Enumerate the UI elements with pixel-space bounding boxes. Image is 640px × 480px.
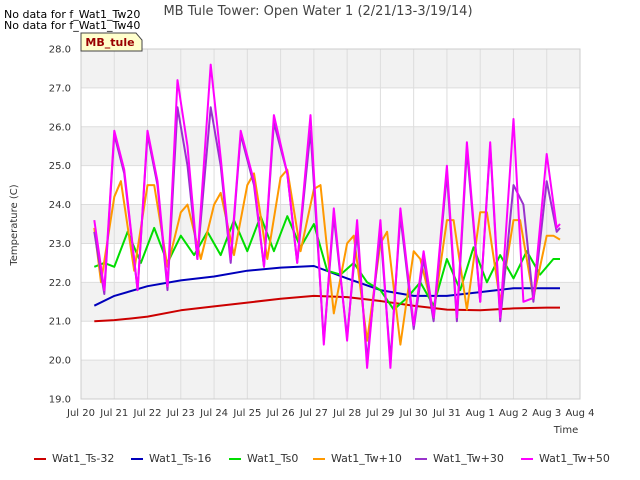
series-line-wat1-tw-50 <box>93 63 561 369</box>
x-tick-label: Aug 3 <box>532 408 561 419</box>
nodata-note-2: No data for f_Wat1_Tw40 <box>4 19 140 32</box>
legend-label: Wat1_Tw+10 <box>331 452 402 465</box>
x-tick-label: Jul 20 <box>66 408 95 419</box>
x-tick-label: Aug 2 <box>499 408 528 419</box>
y-tick-label: 22.0 <box>49 278 71 289</box>
legend-swatch <box>415 458 427 460</box>
legend-item: Wat1_Tw+50 <box>521 452 610 465</box>
legend-item: Wat1_Ts-16 <box>131 452 211 465</box>
series-lines <box>93 63 561 369</box>
legend-swatch <box>313 458 325 460</box>
x-tick-label: Aug 4 <box>565 408 594 419</box>
legend-item: Wat1_Tw+10 <box>313 452 402 465</box>
x-tick-label: Jul 30 <box>399 408 428 419</box>
y-tick-label: 24.0 <box>49 200 71 211</box>
legend-label: Wat1_Tw+30 <box>433 452 504 465</box>
legend-swatch <box>521 458 533 460</box>
y-tick-label: 26.0 <box>49 122 71 133</box>
x-tick-label: Jul 26 <box>266 408 295 419</box>
x-tick-label: Jul 31 <box>432 408 461 419</box>
y-tick-label: 25.0 <box>49 161 71 172</box>
x-axis-ticks: Jul 20 Jul 21 Jul 22 Jul 23 Jul 24 Jul 25 Jul … <box>66 408 595 419</box>
plot-bands <box>81 49 580 399</box>
legend-swatch <box>34 458 46 460</box>
x-tick-label: Jul 22 <box>133 408 162 419</box>
plot-band <box>81 360 580 399</box>
x-tick-label: Aug 1 <box>466 408 495 419</box>
site-badge <box>80 32 143 52</box>
legend-label: Wat1_Ts0 <box>247 452 299 465</box>
legend-item: Wat1_Ts-32 <box>34 452 114 465</box>
site-badge-label: MB_tule <box>85 36 134 49</box>
plot-frame <box>80 48 581 400</box>
x-axis-label: Time <box>553 425 578 436</box>
legend-label: Wat1_Tw+50 <box>539 452 610 465</box>
x-tick-label: Jul 21 <box>99 408 128 419</box>
y-tick-label: 20.0 <box>49 356 71 367</box>
nodata-note-1: No data for f_Wat1_Tw20 <box>4 8 140 21</box>
legend-label: Wat1_Ts-32 <box>52 452 115 465</box>
legend-item: Wat1_Tw+30 <box>415 452 504 465</box>
chart-title: MB Tule Tower: Open Water 1 (2/21/13-3/1… <box>163 4 472 19</box>
plot-band <box>81 49 580 88</box>
legend: Wat1_Ts-32 Wat1_Ts-16 Wat1_Ts0 Wat1_Tw+10 Wa… <box>0 452 640 472</box>
x-tick-label: Jul 25 <box>232 408 261 419</box>
legend-item: Wat1_Ts0 <box>229 452 298 465</box>
legend-swatch <box>131 458 143 460</box>
series-line-wat1-ts-32 <box>94 294 560 323</box>
y-axis-ticks: 19.0 20.0 21.0 22.0 23.0 24.0 25.0 26.0 27.0 28.0 <box>49 45 71 406</box>
y-tick-label: 28.0 <box>49 45 71 56</box>
plot-band <box>81 126 580 166</box>
x-tick-label: Jul 29 <box>365 408 394 419</box>
x-tick-label: Jul 27 <box>299 408 328 419</box>
legend-swatch <box>229 458 241 460</box>
y-tick-label: 27.0 <box>49 83 71 94</box>
y-axis-label: Temperature (C) <box>9 184 20 266</box>
plot-band <box>81 204 580 244</box>
y-tick-label: 21.0 <box>49 317 71 328</box>
x-tick-label: Jul 28 <box>332 408 361 419</box>
legend-label: Wat1_Ts-16 <box>149 452 212 465</box>
y-tick-label: 23.0 <box>49 239 71 250</box>
x-tick-label: Jul 23 <box>166 408 195 419</box>
x-tick-label: Jul 24 <box>199 408 228 419</box>
y-tick-label: 19.0 <box>49 395 71 406</box>
